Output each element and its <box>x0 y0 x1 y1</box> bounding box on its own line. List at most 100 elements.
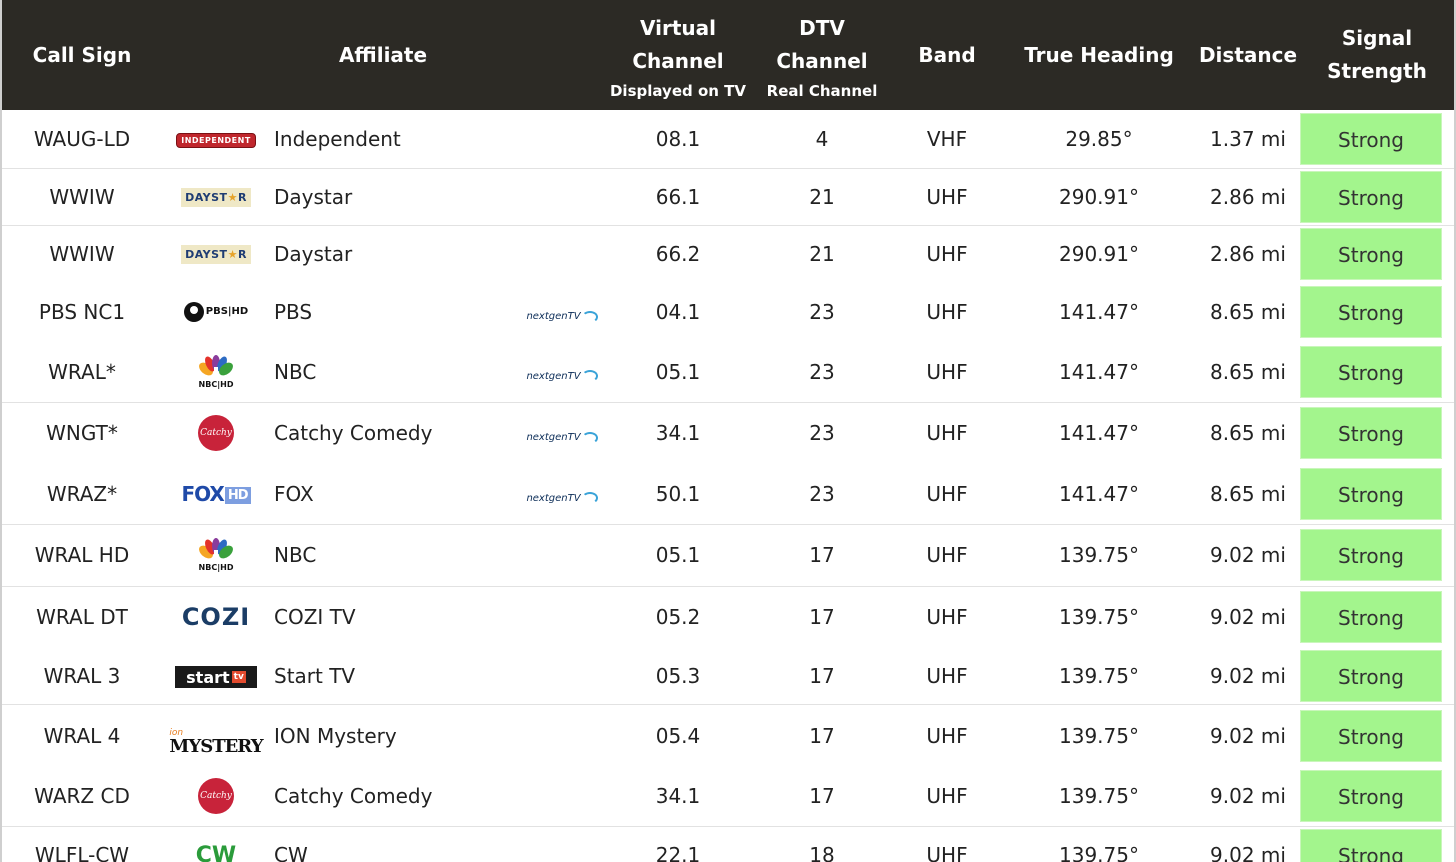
station-row[interactable]: WNGT* Catchy Catchy Comedy nextgenTV 34.1 23 U… <box>2 401 1454 464</box>
station-row[interactable]: WRAZ* FOX HD FOX nextgenTV 50.1 23 UHF 141.47° 8.… <box>2 464 1454 524</box>
header-true-heading[interactable]: True Heading <box>1024 42 1174 67</box>
station-row[interactable]: WWIW DAYST★R Daystar 66.1 21 UHF 290.91° 2.86 m… <box>2 167 1454 225</box>
band-cell: UHF <box>892 167 1002 225</box>
dtv-channel-cell: 17 <box>809 784 835 809</box>
dtv-channel-cell: 18 <box>752 826 892 862</box>
signal-strength-cell: Strong <box>1300 826 1454 862</box>
header-virtual-channel[interactable]: Virtual Channel Displayed on TV <box>604 0 752 110</box>
signal-strength-cell: Strong <box>1300 767 1454 827</box>
nextgen-cell <box>520 523 604 586</box>
header-affiliate[interactable]: Affiliate <box>338 42 428 67</box>
true-heading-cell: 141.47° <box>1059 300 1139 324</box>
header-band[interactable]: Band <box>918 42 976 67</box>
call-sign-cell: WWIW <box>2 224 162 282</box>
call-sign-cell: WRAZ* <box>46 481 118 506</box>
nextgen-tv-icon: nextgenTV <box>526 431 598 444</box>
daystar-logo-star: ★ <box>227 248 238 261</box>
header-dtv-channel-label: DTV Channel <box>776 16 868 73</box>
affiliate-logo-cell: INDEPENDENT <box>162 110 270 168</box>
header-distance[interactable]: Distance <box>1198 42 1298 67</box>
band-cell: UHF <box>892 224 1002 282</box>
header-virtual-channel-label: Virtual Channel <box>632 16 724 73</box>
fox-hd-label: HD <box>224 486 251 504</box>
dtv-channel-cell: 4 <box>815 126 829 151</box>
station-row[interactable]: WWIW DAYST★R Daystar 66.2 21 UHF 290.91° 2.86 m… <box>2 224 1454 282</box>
daystar-logo-icon: DAYST★R <box>181 183 251 211</box>
signal-strength-badge: Strong <box>1300 591 1442 644</box>
virtual-channel-cell: 22.1 <box>604 826 752 862</box>
distance-cell: 2.86 mi <box>1196 167 1300 225</box>
signal-strength-cell: Strong <box>1300 224 1454 282</box>
call-sign-cell: WRAL* <box>48 359 116 384</box>
virtual-channel-cell: 34.1 <box>655 784 701 809</box>
affiliate-cell: Daystar <box>270 224 520 282</box>
nbc-hd-label: NBC|HD <box>198 563 234 572</box>
header-call-sign[interactable]: Call Sign <box>32 42 132 67</box>
call-sign-cell: WLFL-CW <box>2 826 162 862</box>
call-sign-cell: WRAL DT <box>2 585 162 648</box>
virtual-channel-cell: 66.2 <box>604 224 752 282</box>
signal-strength-cell: Strong <box>1300 110 1454 168</box>
signal-strength-cell: Strong <box>1300 585 1454 648</box>
nextgen-cell <box>520 767 604 827</box>
distance-cell: 9.02 mi <box>1196 585 1300 648</box>
cozi-logo-text: COZI <box>181 603 251 632</box>
station-row[interactable]: WAUG-LD INDEPENDENT Independent 08.1 4 VHF 29.… <box>2 110 1454 168</box>
affiliate-cell: Catchy Comedy <box>274 784 433 809</box>
daystar-logo-part-b: R <box>237 248 247 261</box>
affiliate-logo-cell: NBC|HD <box>162 342 270 402</box>
daystar-logo-part-a: DAYST <box>185 190 228 204</box>
band-cell: UHF <box>926 300 968 324</box>
call-sign-cell: WRAL 3 <box>43 664 121 688</box>
header-dtv-channel[interactable]: DTV Channel Real Channel <box>752 0 892 110</box>
virtual-channel-cell: 66.1 <box>604 167 752 225</box>
call-sign-cell: PBS NC1 <box>38 300 126 324</box>
signal-strength-badge: Strong <box>1300 112 1442 165</box>
distance-cell: 1.37 mi <box>1210 126 1286 151</box>
distance-cell: 9.02 mi <box>1196 826 1300 862</box>
catchy-logo-text: Catchy <box>200 791 232 802</box>
distance-cell: 9.02 mi <box>1196 523 1300 586</box>
band-cell: UHF <box>926 359 968 384</box>
station-row[interactable]: WLFL-CW CW CW 22.1 18 UHF 139.75° 9.02 mi Strong <box>2 826 1454 862</box>
true-heading-cell: 290.91° <box>1002 167 1196 225</box>
fox-logo-icon: FOX HD <box>181 482 251 506</box>
station-row[interactable]: WRAL 3 start tv Start TV 05.3 17 UHF 139.75° 9.0… <box>2 648 1454 705</box>
daystar-logo-text: DAYST★R <box>181 245 251 264</box>
virtual-channel-cell: 05.3 <box>655 664 701 688</box>
true-heading-cell: 139.75° <box>1059 664 1139 688</box>
signal-strength-cell: Strong <box>1300 464 1454 524</box>
call-sign-cell: WWIW <box>2 167 162 225</box>
distance-cell: 8.65 mi <box>1196 401 1300 464</box>
true-heading-cell: 139.75° <box>1002 523 1196 586</box>
nextgen-cell <box>520 826 604 862</box>
nextgen-tv-text: nextgenTV <box>526 492 581 504</box>
station-row[interactable]: WARZ CD Catchy Catchy Comedy 34.1 17 UHF 139.7… <box>2 767 1454 827</box>
header-signal-strength[interactable]: Signal Strength <box>1300 0 1454 110</box>
true-heading-cell: 290.91° <box>1002 224 1196 282</box>
band-cell: UHF <box>926 784 968 809</box>
signal-strength-badge: Strong <box>1300 770 1442 823</box>
signal-strength-badge: Strong <box>1300 467 1442 520</box>
signal-strength-cell: Strong <box>1300 523 1454 586</box>
nextgen-cell <box>520 224 604 282</box>
nextgen-tv-text: nextgenTV <box>526 311 581 322</box>
dtv-channel-cell: 17 <box>809 664 835 688</box>
station-row[interactable]: WRAL* NBC|HD NBC nextgenTV 05.1 23 UHF 141.47° 8… <box>2 342 1454 402</box>
nextgen-tv-text: nextgenTV <box>526 432 581 444</box>
nbc-peacock-icon <box>199 354 233 377</box>
catchy-comedy-logo-icon: Catchy <box>198 415 234 452</box>
nbc-logo-icon: NBC|HD <box>198 538 234 572</box>
independent-logo-text: INDEPENDENT <box>176 132 256 148</box>
station-row[interactable]: WRAL 4 ion MYSTERY ION Mystery 05.4 17 UHF 139.… <box>2 704 1454 767</box>
station-row[interactable]: WRAL DT COZI COZI TV 05.2 17 UHF 139.75° 9.02 m… <box>2 585 1454 648</box>
dtv-channel-cell: 23 <box>809 300 835 324</box>
distance-cell: 8.65 mi <box>1210 481 1286 506</box>
nextgen-arc-icon <box>581 492 598 505</box>
station-row[interactable]: WRAL HD NBC|HD NBC 05.1 17 UHF 139.75° 9.02 mi S… <box>2 523 1454 586</box>
station-row[interactable]: PBS NC1 PBS|HD PBS nextgenTV 04.1 23 UHF 141.47… <box>2 282 1454 342</box>
true-heading-cell: 139.75° <box>1002 704 1196 767</box>
distance-cell: 9.02 mi <box>1210 664 1286 688</box>
daystar-logo-star: ★ <box>227 190 238 204</box>
